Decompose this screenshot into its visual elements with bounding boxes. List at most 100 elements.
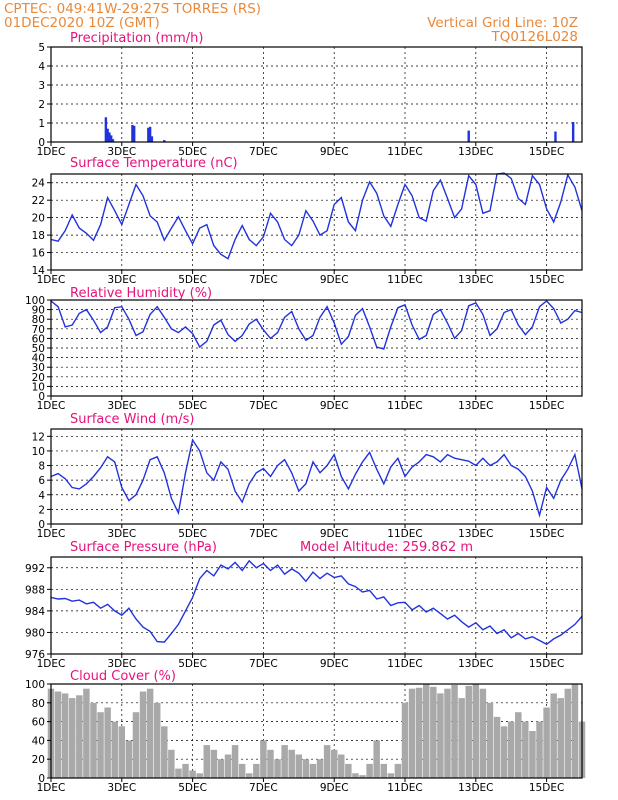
cloud-cover-bar (366, 763, 373, 778)
pressure-xtick-label: 9DEC (320, 658, 349, 670)
precipitation-xtick-label: 15DEC (529, 146, 564, 158)
cloud-cover-xtick-label: 7DEC (249, 782, 278, 794)
cloud-cover-bar (394, 763, 402, 778)
cloud-cover-bar (104, 707, 111, 778)
precipitation-ytick-label: 4 (38, 61, 45, 73)
cloud-cover-bar (430, 686, 437, 778)
cloud-cover-bar (260, 740, 267, 778)
cloud-cover-bar (203, 745, 210, 778)
precipitation-bar (150, 136, 154, 142)
cloud-cover-bar (246, 773, 253, 778)
precipitation-bar (148, 126, 152, 142)
precipitation-bar (109, 135, 113, 142)
temperature-xtick-label: 5DEC (178, 274, 207, 286)
cloud-cover-xtick-label: 11DEC (387, 782, 422, 794)
precipitation-bar (467, 130, 470, 142)
temperature-xtick-label: 15DEC (529, 274, 564, 286)
pressure-ytick-label: 980 (25, 627, 45, 639)
precipitation-bar (131, 124, 134, 142)
precipitation-ytick-label: 0 (38, 137, 45, 149)
cloud-cover-ytick-label: 80 (32, 698, 45, 710)
cloud-cover-bar (515, 712, 522, 778)
cloud-cover-bar (564, 688, 572, 778)
temperature-ytick-label: 16 (32, 248, 46, 260)
humidity-series-line (50, 300, 583, 350)
wind-ytick-label: 0 (38, 519, 45, 531)
cloud-cover-bar (274, 759, 281, 778)
cloud-cover-bar (479, 688, 487, 778)
temperature-ytick-label: 20 (32, 213, 45, 225)
cloud-cover-ytick-label: 60 (32, 717, 45, 729)
humidity-ytick-label: 30 (32, 362, 45, 374)
cloud-cover-bar (139, 691, 147, 778)
cloud-cover-bar (125, 740, 133, 778)
wind-xtick-label: 1DEC (37, 528, 66, 540)
humidity-xtick-label: 11DEC (387, 400, 422, 412)
temperature-xtick-label: 9DEC (320, 274, 349, 286)
humidity-ytick-label: 10 (32, 381, 45, 393)
cloud-cover-bar (224, 754, 232, 778)
wind-xtick-label: 7DEC (249, 528, 278, 540)
temperature-xtick-label: 7DEC (249, 274, 278, 286)
humidity-xtick-label: 5DEC (178, 400, 207, 412)
cloud-cover-bar (472, 684, 480, 778)
pressure-xtick-label: 13DEC (458, 658, 493, 670)
cloud-cover-xtick-label: 1DEC (37, 782, 66, 794)
cloud-cover-bar (458, 698, 465, 778)
cloud-cover-bar (302, 759, 310, 778)
cloud-cover-bar (168, 749, 175, 778)
cloud-cover-bar (493, 716, 501, 778)
cloud-cover-bar (373, 740, 380, 778)
pressure-xtick-label: 3DEC (107, 658, 136, 670)
temperature-ytick-label: 14 (32, 265, 46, 277)
wind-series-line (50, 438, 583, 518)
cloud-cover-bar (522, 721, 529, 778)
cloud-cover-bar (571, 684, 579, 778)
precipitation-bar (571, 122, 575, 142)
cloud-cover-bar (175, 768, 182, 778)
vertical-grid-line-label: Vertical Grid Line: 10Z (427, 15, 578, 31)
temperature-plot-frame (50, 173, 583, 271)
cloud-cover-bar (550, 693, 557, 778)
precipitation-xtick-label: 11DEC (387, 146, 422, 158)
humidity-xtick-label: 13DEC (458, 400, 493, 412)
cloud-cover-xtick-label: 5DEC (178, 782, 207, 794)
cloud-cover-bar (387, 773, 395, 778)
wind-ytick-label: 4 (38, 490, 45, 502)
precipitation-bar (106, 128, 109, 142)
cloud-cover-bar (118, 726, 126, 778)
pressure-ytick-label: 976 (25, 649, 45, 661)
cloud-cover-bar (536, 721, 543, 778)
temperature-ytick-label: 22 (32, 195, 45, 207)
cloud-cover-bar (444, 688, 451, 778)
humidity-xtick-label: 15DEC (529, 400, 564, 412)
cloud-cover-bar (253, 763, 260, 778)
cloud-cover-bar (345, 763, 352, 778)
temperature-xtick-label: 11DEC (387, 274, 422, 286)
precipitation-bar (104, 117, 108, 142)
cloud-cover-bar (543, 707, 550, 778)
cloud-cover-ytick-label: 100 (25, 679, 45, 691)
pressure-plot-frame (50, 556, 583, 655)
precipitation-xtick-label: 9DEC (320, 146, 349, 158)
cloud-cover-bar (210, 749, 218, 778)
wind-xtick-label: 3DEC (107, 528, 136, 540)
wind-xtick-label: 13DEC (458, 528, 493, 540)
precipitation-bar (147, 127, 150, 142)
cloud-cover-bar (415, 687, 423, 778)
pressure-xtick-label: 1DEC (37, 658, 66, 670)
cloud-cover-title: Cloud Cover (%) (70, 669, 176, 684)
cloud-cover-bar (83, 688, 90, 778)
cloud-cover-bar (97, 712, 104, 778)
precipitation-bar (108, 132, 111, 142)
humidity-xtick-label: 1DEC (37, 400, 66, 412)
cloud-cover-bar (69, 698, 76, 778)
cloud-cover-xtick-label: 3DEC (107, 782, 136, 794)
pressure-series-line (50, 559, 583, 646)
cloud-cover-bar (330, 749, 338, 778)
cloud-cover-bar (196, 773, 203, 778)
cloud-cover-bar (323, 745, 331, 778)
cloud-cover-bar (189, 770, 196, 778)
wind-title: Surface Wind (m/s) (70, 412, 194, 427)
cloud-cover-bar (401, 702, 409, 778)
